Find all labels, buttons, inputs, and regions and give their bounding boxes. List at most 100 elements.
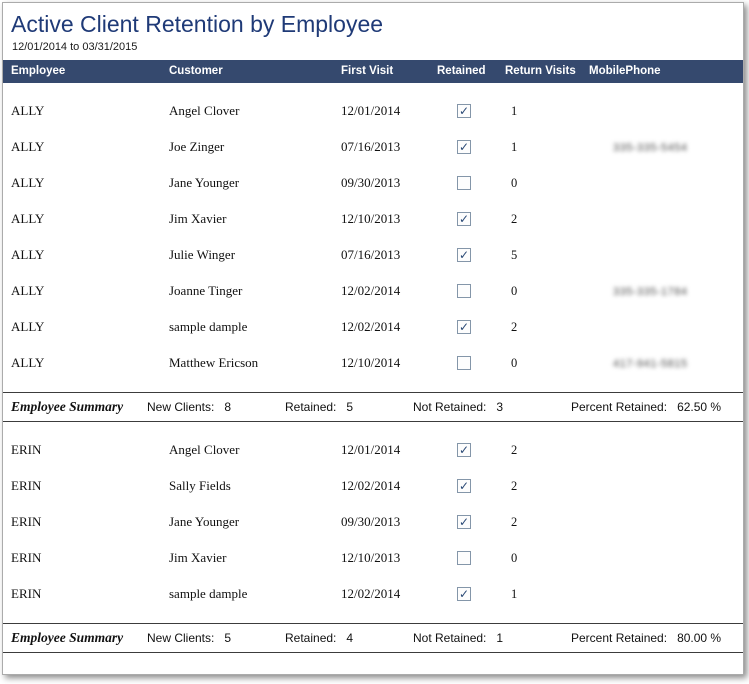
customer-cell: Jim Xavier: [169, 550, 227, 565]
retained-cell: [437, 551, 505, 565]
customer-cell: Angel Clover: [169, 442, 240, 457]
return-visits-cell: 0: [511, 175, 518, 190]
employee-cell: ALLY: [11, 139, 45, 154]
page-title: Active Client Retention by Employee: [11, 11, 384, 37]
customer-cell: Jane Younger: [169, 514, 240, 529]
column-header-first-visit: First Visit: [341, 65, 394, 77]
return-visits-cell: 1: [511, 139, 518, 154]
summary-item: Not Retained: 1: [413, 631, 571, 645]
return-visits-cell: 1: [511, 103, 518, 118]
summary-item-label: Not Retained:: [413, 631, 487, 645]
retained-cell: [437, 176, 505, 190]
summary-item-value: 1: [496, 631, 504, 645]
table-row: ALLY Jim Xavier 12/10/2013 ✓ 2: [3, 201, 743, 237]
table-row: ERIN Sally Fields 12/02/2014 ✓ 2: [3, 468, 743, 504]
report-page: Active Client Retention by Employee 12/0…: [2, 2, 744, 675]
employee-cell: ALLY: [11, 103, 45, 118]
retained-checkbox[interactable]: ✓: [457, 443, 471, 457]
retained-cell: [437, 284, 505, 298]
retained-checkbox[interactable]: [457, 176, 471, 190]
retained-cell: ✓: [437, 587, 505, 601]
employee-cell: ALLY: [11, 283, 45, 298]
retained-checkbox[interactable]: [457, 551, 471, 565]
employee-group: ERIN Angel Clover 12/01/2014 ✓ 2 ERIN Sally Fi…: [3, 422, 743, 653]
retained-cell: ✓: [437, 140, 505, 154]
summary-item-label: New Clients:: [147, 400, 215, 414]
summary-item-label: Percent Retained:: [571, 631, 668, 645]
retained-cell: ✓: [437, 248, 505, 262]
retained-cell: ✓: [437, 320, 505, 334]
first-visit-cell: 07/16/2013: [341, 247, 401, 262]
table-row: ALLY Julie Winger 07/16/2013 ✓ 5: [3, 237, 743, 273]
table-row: ALLY Angel Clover 12/01/2014 ✓ 1: [3, 93, 743, 129]
table-row: ERIN sample dample 12/02/2014 ✓ 1: [3, 576, 743, 612]
employee-summary-label: Employee Summary: [11, 399, 124, 414]
customer-cell: sample dample: [169, 586, 248, 601]
employee-cell: ALLY: [11, 319, 45, 334]
retained-checkbox[interactable]: ✓: [457, 212, 471, 226]
return-visits-cell: 2: [511, 211, 518, 226]
mobile-phone-cell: 335-335-1784: [589, 283, 743, 299]
first-visit-cell: 12/02/2014: [341, 478, 401, 493]
summary-item-label: Not Retained:: [413, 400, 487, 414]
retained-checkbox[interactable]: ✓: [457, 104, 471, 118]
table-row: ALLY sample dample 12/02/2014 ✓ 2: [3, 309, 743, 345]
first-visit-cell: 12/01/2014: [341, 103, 401, 118]
summary-item-value: 80.00 %: [677, 631, 722, 645]
summary-item-value: 8: [224, 400, 232, 414]
summary-item: Percent Retained: 80.00 %: [571, 631, 743, 645]
employee-cell: ERIN: [11, 478, 42, 493]
table-row: ALLY Jane Younger 09/30/2013 0: [3, 165, 743, 201]
retained-checkbox[interactable]: ✓: [457, 515, 471, 529]
table-row: ERIN Jim Xavier 12/10/2013 0: [3, 540, 743, 576]
summary-item: New Clients: 8: [147, 400, 285, 414]
employee-cell: ALLY: [11, 247, 45, 262]
summary-item-value: 5: [346, 400, 354, 414]
summary-item-label: Retained:: [285, 631, 337, 645]
first-visit-cell: 12/01/2014: [341, 442, 401, 457]
return-visits-cell: 0: [511, 283, 518, 298]
date-range: 12/01/2014 to 03/31/2015: [12, 41, 138, 53]
mobile-phone-cell: 417-941-5815: [589, 355, 743, 371]
retained-cell: ✓: [437, 515, 505, 529]
first-visit-cell: 12/10/2013: [341, 550, 401, 565]
customer-cell: Jane Younger: [169, 175, 240, 190]
return-visits-cell: 2: [511, 514, 518, 529]
employee-summary-label: Employee Summary: [11, 630, 124, 645]
employee-cell: ERIN: [11, 586, 42, 601]
summary-item: Retained: 4: [285, 631, 413, 645]
employee-summary-row: Employee Summary New Clients: 5 Retained: 4 N…: [3, 623, 743, 653]
table-row: ALLY Matthew Ericson 12/10/2014 0 417-941-58…: [3, 345, 743, 381]
customer-cell: sample dample: [169, 319, 248, 334]
retained-checkbox[interactable]: ✓: [457, 320, 471, 334]
column-header-employee: Employee: [11, 65, 66, 77]
first-visit-cell: 09/30/2013: [341, 175, 401, 190]
table-row: ERIN Jane Younger 09/30/2013 ✓ 2: [3, 504, 743, 540]
retained-cell: ✓: [437, 479, 505, 493]
employee-cell: ERIN: [11, 550, 42, 565]
summary-item-value: 62.50 %: [677, 400, 722, 414]
return-visits-cell: 0: [511, 355, 518, 370]
column-header-customer: Customer: [169, 65, 223, 77]
summary-item-label: Retained:: [285, 400, 337, 414]
summary-item: Not Retained: 3: [413, 400, 571, 414]
summary-item: Retained: 5: [285, 400, 413, 414]
first-visit-cell: 07/16/2013: [341, 139, 401, 154]
return-visits-cell: 5: [511, 247, 518, 262]
first-visit-cell: 12/10/2013: [341, 211, 401, 226]
return-visits-cell: 2: [511, 442, 518, 457]
summary-item: New Clients: 5: [147, 631, 285, 645]
retained-checkbox[interactable]: ✓: [457, 140, 471, 154]
return-visits-cell: 0: [511, 550, 518, 565]
employee-cell: ERIN: [11, 442, 42, 457]
retained-checkbox[interactable]: [457, 284, 471, 298]
retained-checkbox[interactable]: ✓: [457, 479, 471, 493]
column-header-mobile-phone: MobilePhone: [589, 65, 661, 77]
table-header-row: Employee Customer First Visit Retained R…: [3, 60, 743, 83]
retained-checkbox[interactable]: ✓: [457, 248, 471, 262]
retained-checkbox[interactable]: [457, 356, 471, 370]
summary-item-value: 3: [496, 400, 504, 414]
table-row: ERIN Angel Clover 12/01/2014 ✓ 2: [3, 432, 743, 468]
report-body: ALLY Angel Clover 12/01/2014 ✓ 1 ALLY Joe Zing…: [3, 83, 743, 653]
retained-checkbox[interactable]: ✓: [457, 587, 471, 601]
